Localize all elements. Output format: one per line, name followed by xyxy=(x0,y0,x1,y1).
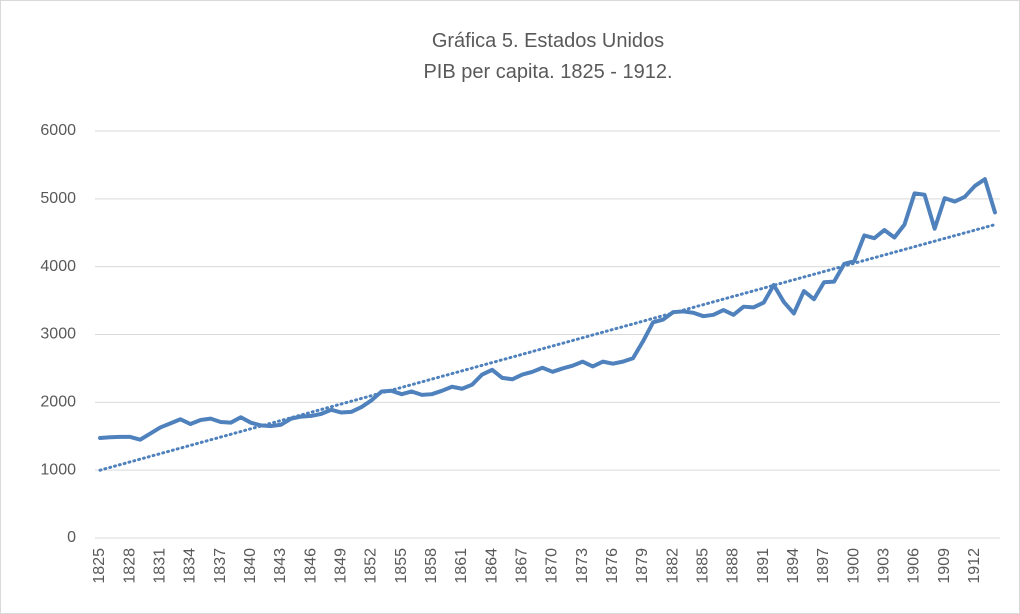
x-tick-label: 1831 xyxy=(152,548,169,584)
y-tick-label: 3000 xyxy=(40,326,76,343)
x-tick-label: 1834 xyxy=(182,548,199,584)
x-tick-label: 1912 xyxy=(966,548,983,584)
x-tick-label: 1876 xyxy=(604,548,621,584)
x-tick-label: 1849 xyxy=(333,548,350,584)
x-tick-label: 1864 xyxy=(483,548,500,584)
x-tick-label: 1903 xyxy=(876,548,893,584)
y-tick-label: 2000 xyxy=(40,394,76,411)
x-tick-label: 1840 xyxy=(242,548,259,584)
y-tick-label: 5000 xyxy=(40,190,76,207)
x-tick-label: 1855 xyxy=(393,548,410,584)
x-tick-label: 1888 xyxy=(725,548,742,584)
x-tick-label: 1894 xyxy=(785,548,802,584)
x-tick-label: 1837 xyxy=(212,548,229,584)
x-tick-label: 1900 xyxy=(845,548,862,584)
chart-title: Gráfica 5. Estados Unidos xyxy=(432,30,664,52)
chart-subtitle: PIB per capita. 1825 - 1912. xyxy=(423,61,672,83)
y-tick-label: 4000 xyxy=(40,258,76,275)
x-tick-label: 1858 xyxy=(423,548,440,584)
x-tick-label: 1891 xyxy=(755,548,772,584)
x-tick-label: 1846 xyxy=(302,548,319,584)
x-tick-label: 1882 xyxy=(664,548,681,584)
x-tick-label: 1897 xyxy=(815,548,832,584)
x-tick-label: 1885 xyxy=(695,548,712,584)
y-tick-label: 6000 xyxy=(40,122,76,139)
y-tick-label: 1000 xyxy=(40,461,76,478)
series-line xyxy=(98,177,997,442)
x-tick-label: 1843 xyxy=(272,548,289,584)
x-tick-label: 1861 xyxy=(453,548,470,584)
x-tick-label: 1867 xyxy=(514,548,531,584)
x-tick-label: 1852 xyxy=(363,548,380,584)
x-tick-label: 1909 xyxy=(936,548,953,584)
trendline xyxy=(98,223,997,472)
x-tick-label: 1870 xyxy=(544,548,561,584)
x-tick-label: 1879 xyxy=(634,548,651,584)
x-tick-label: 1873 xyxy=(574,548,591,584)
x-tick-label: 1828 xyxy=(121,548,138,584)
x-tick-label: 1906 xyxy=(906,548,923,584)
y-tick-label: 0 xyxy=(67,529,76,546)
x-tick-label: 1825 xyxy=(91,548,108,584)
